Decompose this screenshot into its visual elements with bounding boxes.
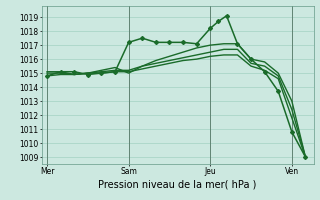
X-axis label: Pression niveau de la mer( hPa ): Pression niveau de la mer( hPa ) xyxy=(99,179,257,189)
